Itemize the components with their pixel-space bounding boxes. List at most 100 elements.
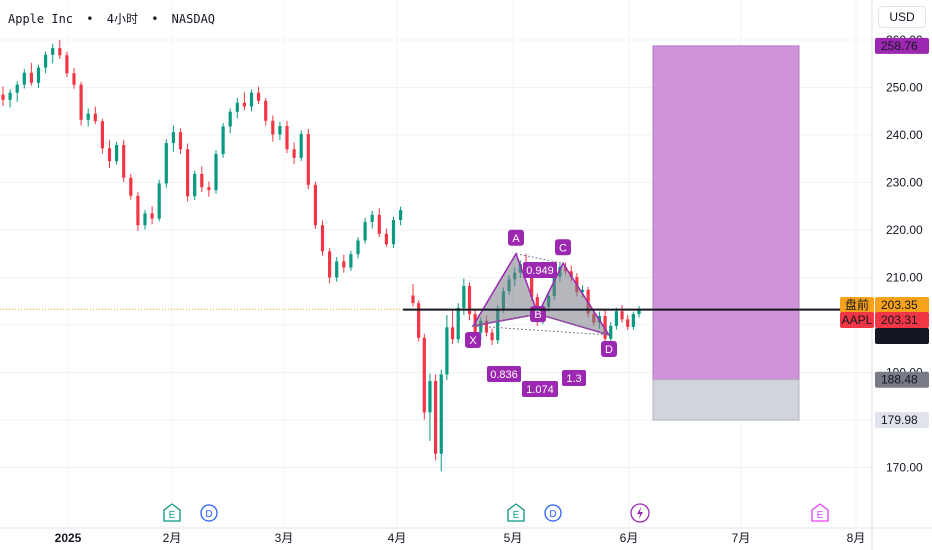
candle-body <box>235 102 239 112</box>
candle-body <box>249 92 254 107</box>
candle-body <box>22 72 26 85</box>
price-label-203-31 <box>875 312 929 328</box>
candle-body <box>306 134 310 185</box>
exchange-label: NASDAQ <box>171 12 216 26</box>
candle-body <box>399 210 403 221</box>
pattern-ratio-label: 1.074 <box>526 384 554 396</box>
pattern-point-label: C <box>559 242 567 254</box>
symbol-name[interactable]: Apple Inc <box>8 12 74 26</box>
price-label-text: 203.31 <box>881 313 918 327</box>
candle-body <box>72 73 76 85</box>
pattern-dash-xd <box>472 325 610 336</box>
candle-body <box>320 225 325 252</box>
candle-body <box>422 337 426 413</box>
candle-body <box>620 311 624 320</box>
pattern-ratio-badge <box>487 366 521 382</box>
header-separator: • <box>86 12 94 26</box>
time-tick-label: 2025 <box>55 531 82 545</box>
price-tick-label: 250.00 <box>886 81 923 95</box>
pattern-ratio-badge <box>522 381 558 397</box>
candle-body <box>490 332 494 341</box>
stop-zone <box>652 379 800 421</box>
price-label-179-98 <box>875 412 929 429</box>
price-tick-label: 230.00 <box>886 176 923 190</box>
pattern-ratio-label: 0.949 <box>526 265 554 277</box>
candle-body <box>207 187 211 191</box>
price-label-text: 203.25 <box>881 329 918 343</box>
pattern-point-label: X <box>469 335 477 347</box>
pattern-ratio-badge <box>523 262 557 278</box>
price-label-258-76 <box>875 37 929 54</box>
pattern-ratio-badge <box>562 370 586 386</box>
lightning-icon-glyph <box>637 507 643 519</box>
candle-body <box>228 111 232 127</box>
candle-body <box>569 271 573 278</box>
pattern-dash-bd <box>537 313 610 336</box>
pattern-point-label: D <box>605 344 613 356</box>
pattern-point-label: B <box>534 309 541 321</box>
candle-body <box>417 303 421 338</box>
pattern-point-c <box>555 239 571 256</box>
price-tag <box>840 297 874 313</box>
candle-body <box>193 173 197 197</box>
earnings-marker[interactable] <box>163 503 181 522</box>
price-tag-label: 盘前 <box>845 297 869 312</box>
candle-body <box>299 134 303 158</box>
dividend-marker[interactable] <box>544 504 562 522</box>
pattern-ratio-label: 1.3 <box>566 373 581 385</box>
candle-body <box>450 327 455 340</box>
pattern-point-label: A <box>512 233 520 245</box>
candle-body <box>122 144 126 178</box>
earnings-marker-label: E <box>169 510 176 521</box>
candle-body <box>278 125 282 135</box>
time-tick-label: 5月 <box>504 531 523 545</box>
candle-body <box>434 381 438 454</box>
price-tick-label: 220.00 <box>886 223 923 237</box>
interval-label[interactable]: 4小时 <box>106 12 138 26</box>
candle-body <box>479 320 483 333</box>
price-label-text: 203.35 <box>881 298 918 312</box>
price-label-188-48 <box>875 371 929 388</box>
candle-body <box>313 184 317 226</box>
dividend-marker[interactable] <box>200 504 218 522</box>
pattern-point-x <box>465 331 481 348</box>
dividend-marker-label: D <box>549 509 556 520</box>
pattern-point-a <box>508 229 524 246</box>
time-tick-label: 8月 <box>847 531 866 545</box>
price-label-203-35 <box>875 297 929 313</box>
currency-button[interactable]: USD <box>878 6 926 28</box>
candle-body <box>428 381 432 413</box>
candle-body <box>200 173 204 188</box>
earnings-marker[interactable] <box>507 503 525 522</box>
candle-body <box>221 126 225 154</box>
candle-body <box>214 154 218 191</box>
candle-body <box>349 254 353 268</box>
candle-body <box>115 144 119 162</box>
time-tick-label: 6月 <box>620 531 639 545</box>
price-tick-label: 240.00 <box>886 128 923 142</box>
price-label-text: 258.76 <box>881 39 918 53</box>
price-tag <box>840 312 874 328</box>
price-label-text: 188.48 <box>881 373 918 387</box>
candle-body <box>178 132 183 150</box>
candle-body <box>8 92 12 100</box>
candle-body <box>143 213 147 226</box>
candle-body <box>100 121 104 149</box>
pattern-point-d <box>601 340 617 357</box>
price-tick-label: 170.00 <box>886 461 923 475</box>
candle-body <box>384 233 388 245</box>
candle-body <box>467 286 472 315</box>
price-label-203-25 <box>875 328 929 344</box>
earnings-marker-label: E <box>513 510 520 521</box>
candle-body <box>86 113 90 120</box>
pattern-dash-xb <box>472 313 539 327</box>
candle-body <box>411 295 415 304</box>
candle-body <box>631 314 635 327</box>
candle-body <box>377 214 381 234</box>
time-tick-label: 4月 <box>388 531 407 545</box>
earnings-marker[interactable] <box>811 503 829 522</box>
target-zone <box>652 45 800 381</box>
candle-body <box>580 289 585 293</box>
candle-body <box>456 307 460 340</box>
